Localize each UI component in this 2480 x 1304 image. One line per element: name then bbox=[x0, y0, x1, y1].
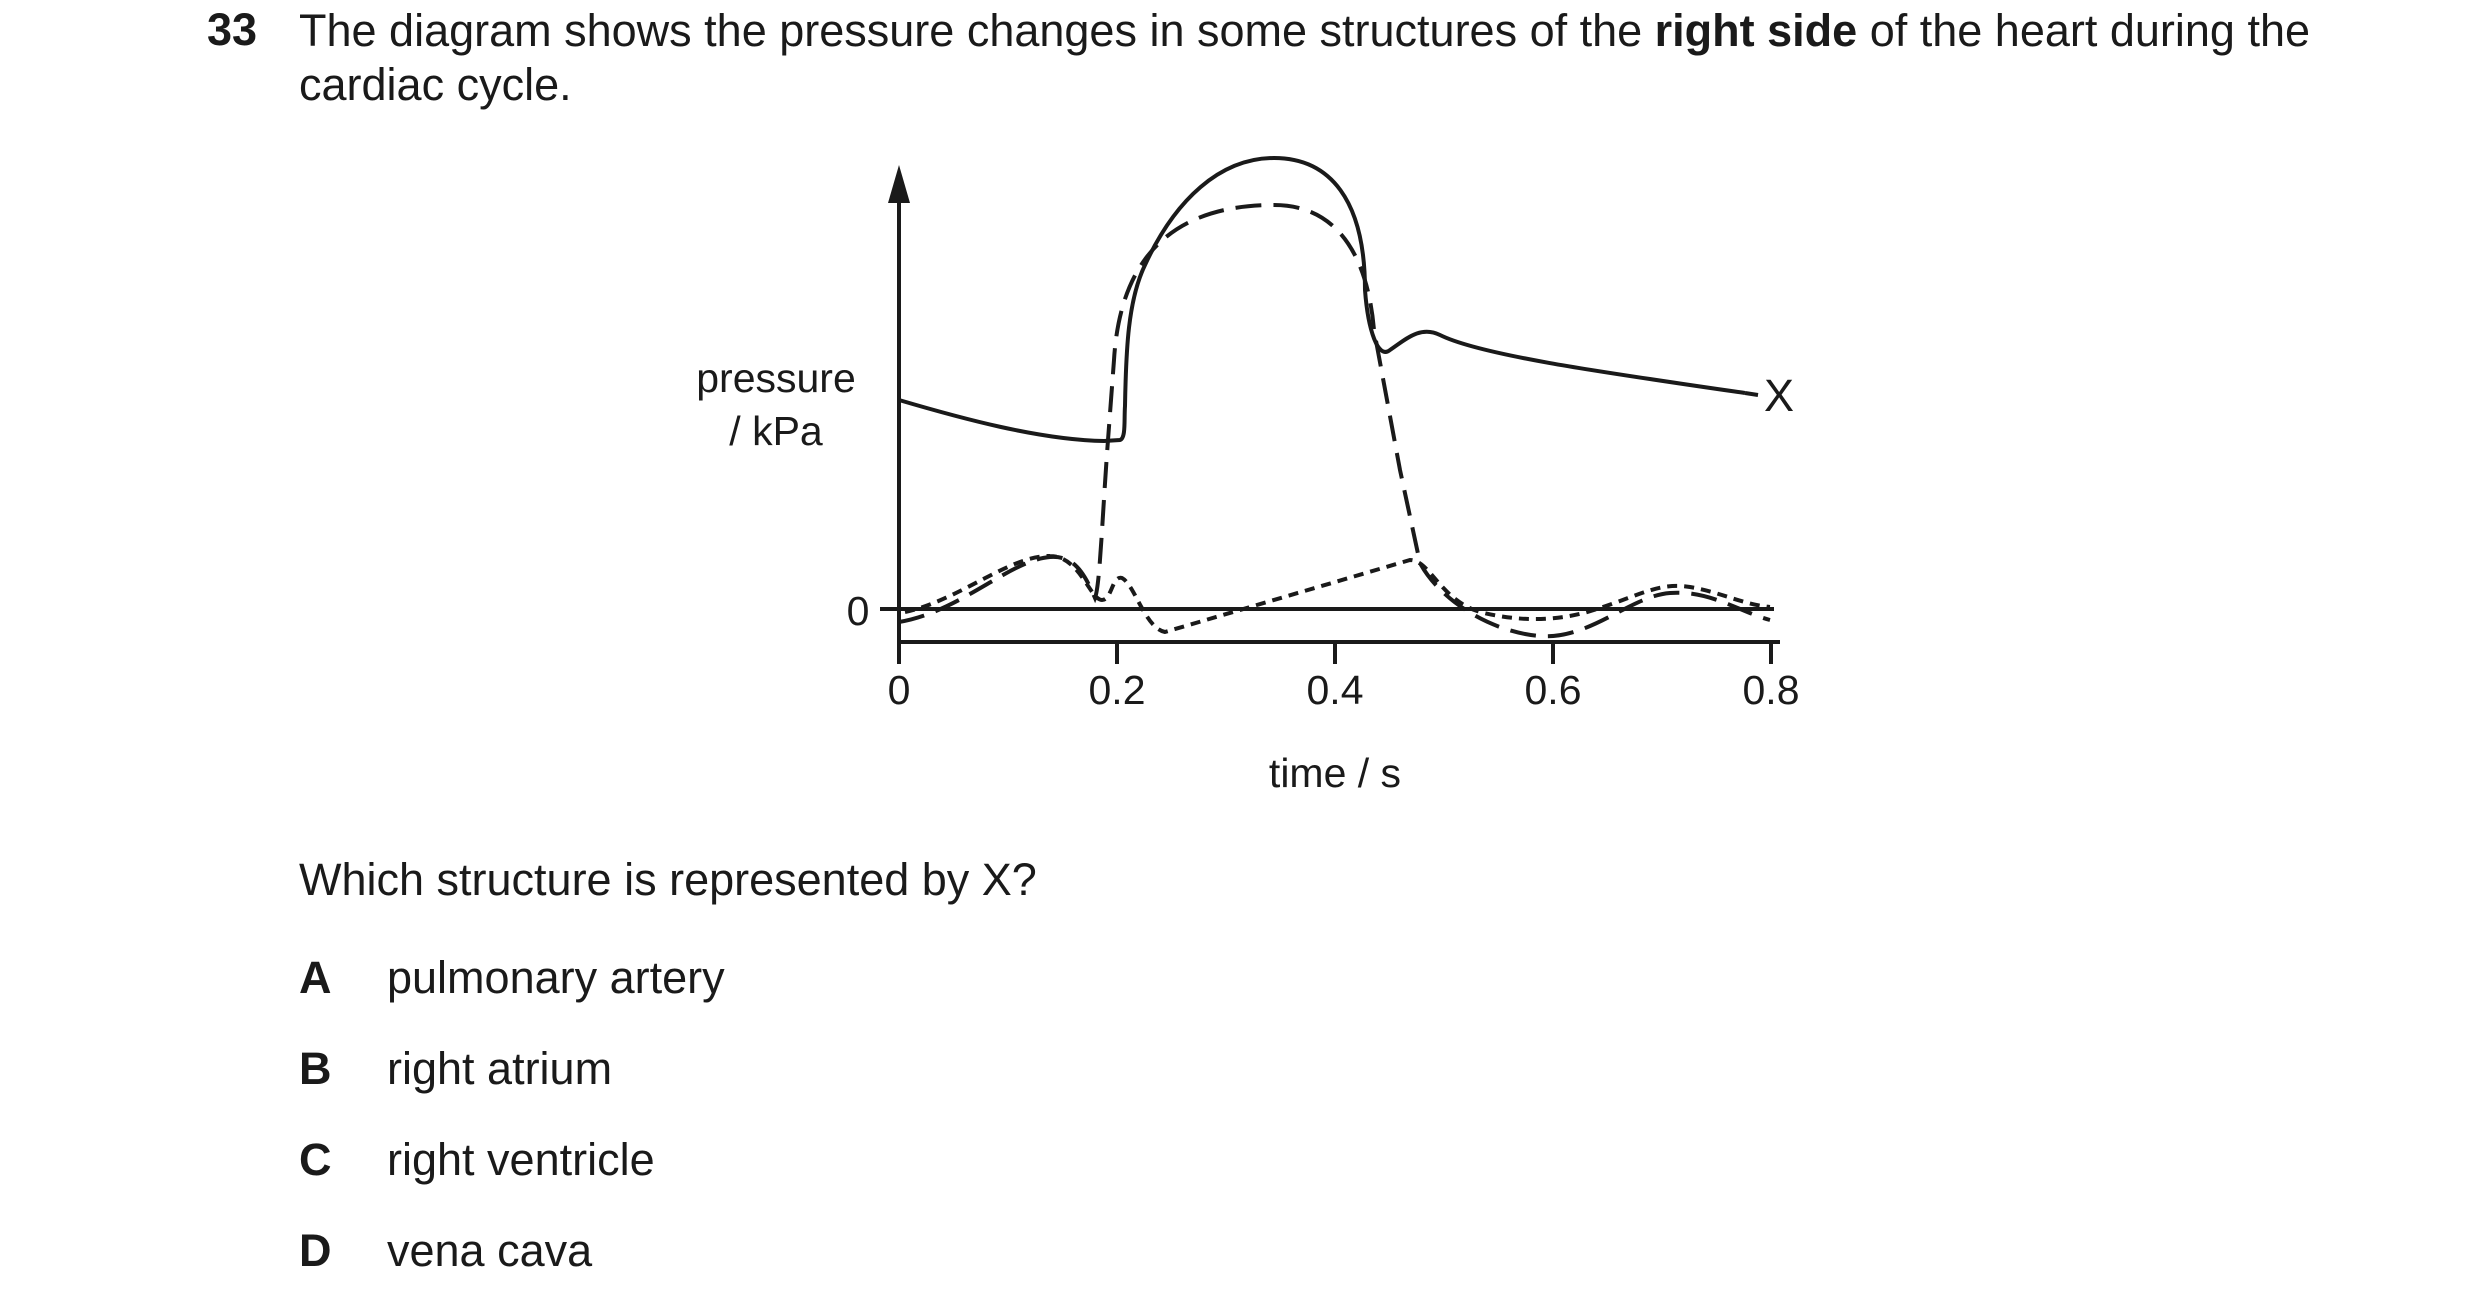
option-b-letter: B bbox=[299, 1043, 332, 1094]
question-number: 33 bbox=[207, 4, 258, 55]
x-tick-label-0.8: 0.8 bbox=[1743, 667, 1800, 713]
x-axis-label: time / s bbox=[1269, 750, 1401, 796]
stem-text-bold: right side bbox=[1654, 5, 1858, 56]
question-prompt: Which structure is represented by X? bbox=[299, 854, 1037, 905]
x-tick-label-0: 0 bbox=[888, 667, 911, 713]
stem-text-before: The diagram shows the pressure changes i… bbox=[299, 5, 1655, 56]
option-b-text: right atrium bbox=[387, 1043, 613, 1094]
y-axis-arrow bbox=[888, 165, 910, 203]
short-dash-curve bbox=[904, 553, 1771, 635]
x-tick-label-0.4: 0.4 bbox=[1307, 667, 1364, 713]
option-a-text: pulmonary artery bbox=[387, 952, 725, 1003]
option-d-text: vena cava bbox=[387, 1225, 593, 1276]
y-axis-label-line2: / kPa bbox=[729, 408, 823, 454]
x-tick-label-0.2: 0.2 bbox=[1089, 667, 1146, 713]
option-c-letter: C bbox=[299, 1134, 332, 1185]
option-c-text: right ventricle bbox=[387, 1134, 655, 1185]
question-stem: The diagram shows the pressure changes i… bbox=[299, 4, 2399, 112]
y-zero-label: 0 bbox=[847, 588, 870, 634]
curve-x-leader bbox=[1744, 391, 1759, 397]
option-d-letter: D bbox=[299, 1225, 332, 1276]
option-a-letter: A bbox=[299, 952, 332, 1003]
y-axis-label-line1: pressure bbox=[696, 355, 856, 401]
stem-text-after: of the heart during the cardiac cycle. bbox=[299, 5, 2311, 110]
curve-x bbox=[898, 155, 1746, 444]
x-tick-label-0.6: 0.6 bbox=[1525, 667, 1582, 713]
curve-x-label: X bbox=[1764, 370, 1794, 421]
long-dash-curve bbox=[898, 202, 1771, 639]
